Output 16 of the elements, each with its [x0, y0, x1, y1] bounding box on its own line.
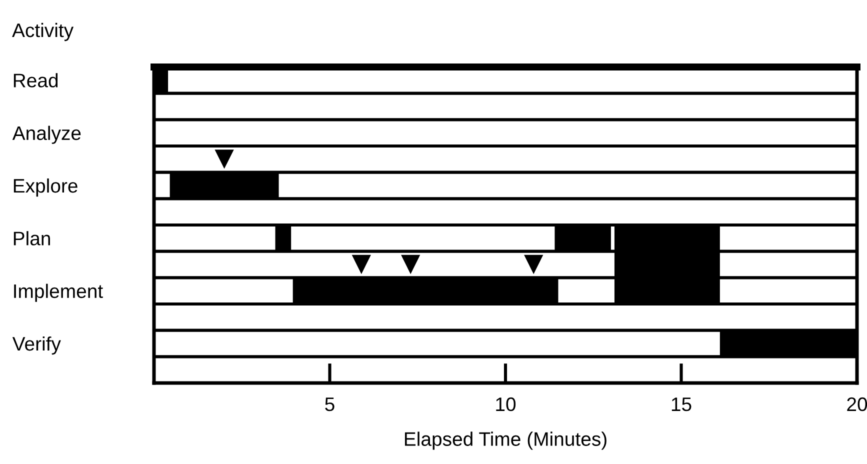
x-tick-label: 15	[672, 398, 692, 412]
y-tick-label: Explore	[14, 178, 78, 197]
x-tick-label: 10	[496, 397, 516, 412]
x-tick-label: 5	[325, 398, 334, 412]
y-tick-label: Plan	[14, 231, 50, 246]
x-axis-title: Elapsed Time (Minutes)	[404, 432, 606, 450]
x-tick-label: 20	[847, 397, 867, 412]
point	[524, 254, 544, 274]
point	[401, 254, 420, 274]
point	[214, 150, 234, 169]
y-tick-label: Read	[14, 73, 58, 88]
y-tick-label: Implement	[14, 284, 103, 302]
y-tick-label: Verify	[12, 336, 61, 355]
point	[352, 254, 371, 274]
chart-title: Activity	[12, 22, 74, 42]
y-tick-label: Analyze	[12, 126, 81, 144]
